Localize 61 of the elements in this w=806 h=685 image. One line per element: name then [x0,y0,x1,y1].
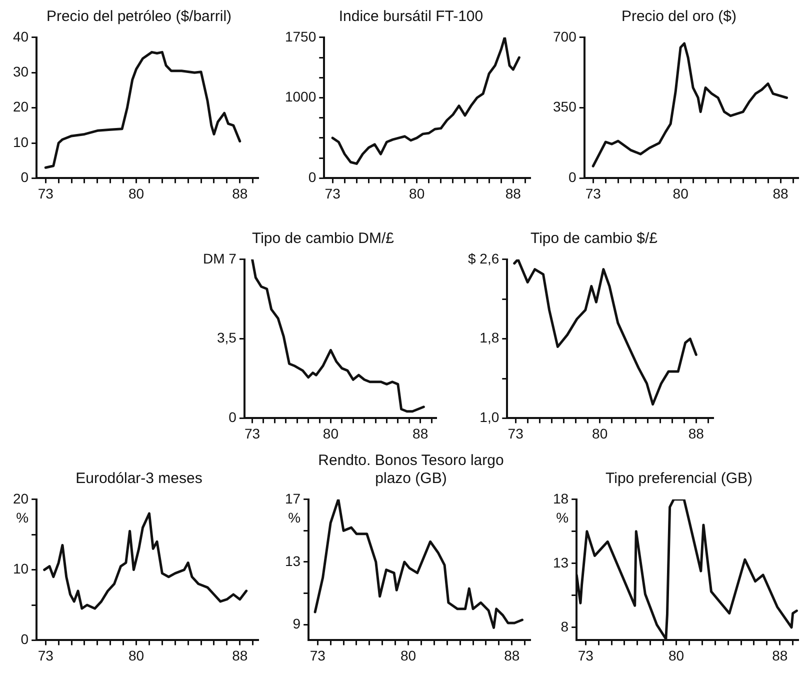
y-tick-label: 8 [560,618,569,634]
y-axis-title: % [16,509,29,526]
x-tick-label: 73 [508,425,524,442]
x-tick-label: 80 [322,425,339,442]
y-tick-label: 0 [228,409,237,426]
x-tick-label: 88 [772,647,788,664]
y-tick-label: 1,0 [480,409,500,426]
x-tick-label: 80 [128,647,144,664]
y-tick-label: 10 [12,560,29,577]
x-tick-label: 80 [592,425,608,442]
y-tick-label: 1000 [284,88,316,105]
x-tick-label: 88 [688,425,704,442]
x-tick-label: 73 [38,647,54,664]
y-tick-label: 10 [12,134,29,150]
y-tick-label: 13 [284,552,301,569]
x-tick-label: 73 [310,647,326,664]
x-tick-label: 73 [324,185,341,202]
y-tick-label: 350 [553,98,577,115]
x-tick-label: 80 [668,647,684,664]
y-tick-label: 0 [308,169,316,186]
y-tick-label: 18 [552,490,569,506]
chart-title: Precio del oro ($) [620,8,738,26]
x-tick-label: 88 [505,185,522,202]
y-tick-label: 0 [20,631,29,648]
y-axis-title: % [556,509,569,526]
y-tick-label: 0 [20,169,29,186]
y-tick-label: 1,8 [480,330,500,346]
x-tick-label: 88 [232,647,248,664]
chart-title: Tipo de cambio DM/£ [250,230,395,248]
x-tick-label: 80 [672,185,689,202]
chart-title: Eurodólar-3 meses [74,470,204,488]
y-tick-label: 1750 [284,28,316,44]
y-tick-label: 17 [284,490,301,506]
x-tick-label: 80 [128,185,144,202]
x-tick-label: 88 [412,425,428,442]
y-tick-label: 0 [568,169,577,186]
y-tick-label: 40 [12,28,29,44]
y-tick-label: DM 7 [202,250,237,266]
y-tick-label: 20 [12,98,29,115]
y-tick-label: 20 [12,490,29,506]
y-tick-label: 13 [552,554,569,570]
chart-title: Tipo de cambio $/£ [529,230,659,248]
chart-title: Precio del petróleo ($/barril) [45,8,233,26]
x-tick-label: 88 [232,185,248,202]
x-tick-label: 88 [772,185,789,202]
y-tick-label: $ 2,6 [468,250,500,266]
y-tick-label: 700 [553,28,577,44]
y-tick-label: 3,5 [216,330,237,346]
chart-title: Indice bursátil FT-100 [338,8,484,26]
x-tick-label: 73 [578,647,594,664]
chart-title: Rendto. Bonos Tesoro largo plazo (GB) [317,452,505,488]
x-tick-label: 73 [244,425,260,442]
x-tick-label: 80 [409,185,425,202]
y-axis-title: % [288,509,301,526]
x-tick-label: 88 [504,647,520,664]
x-tick-label: 73 [38,185,54,202]
x-tick-label: 80 [400,647,416,664]
y-tick-label: 30 [12,63,29,80]
y-tick-label: 9 [292,615,301,632]
x-tick-label: 73 [585,185,602,202]
chart-title: Tipo preferencial (GB) [604,470,754,488]
